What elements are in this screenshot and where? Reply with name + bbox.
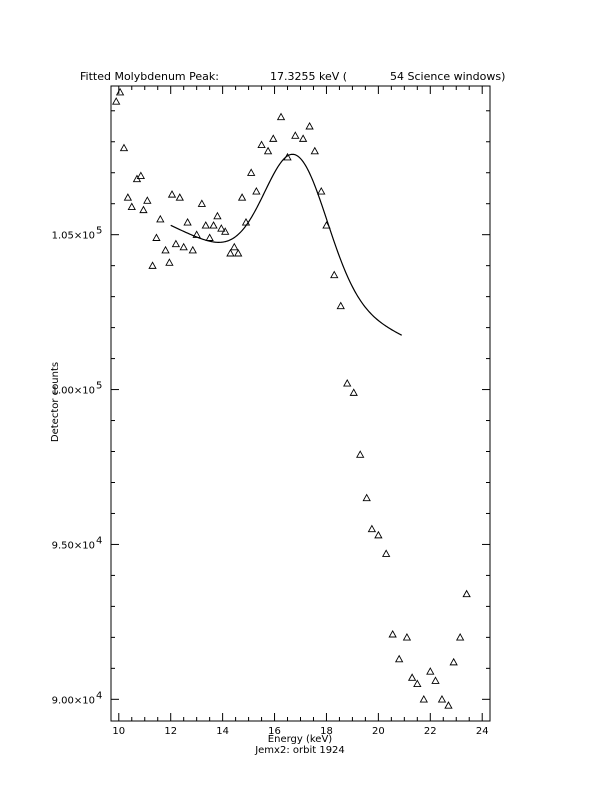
data-point-triangle [444,701,453,709]
data-point-triangle [402,633,412,641]
y-tick-label: 9.00×10 [52,695,95,706]
x-axis-sublabel: Jemx2: orbit 1924 [254,745,345,756]
data-point-triangle [201,221,210,229]
data-point-triangle [148,261,157,269]
data-point-triangle [230,242,239,251]
data-point-triangle [343,379,352,387]
x-tick-label: 16 [268,726,281,737]
data-point-triangle [143,196,152,204]
data-point-triangle [209,221,218,229]
data-point-triangle [336,301,345,310]
data-point-triangle [115,87,125,96]
data-point-triangle [252,186,261,195]
data-point-triangle [237,193,247,201]
data-point-triangle [298,134,308,142]
data-point-triangle [283,152,292,161]
data-point-triangle [455,633,465,641]
data-point-triangle [362,493,371,502]
y-tick-label-exponent: 5 [96,381,102,392]
data-point-triangle [197,199,207,207]
data-point-triangle [234,248,243,257]
data-point-triangle [388,629,397,638]
data-point-triangle [165,258,174,266]
data-points [112,87,471,709]
data-point-triangle [247,168,256,176]
x-tick-label: 24 [476,726,489,737]
chart-title-part1: Fitted Molybdenum Peak: [80,70,219,83]
data-point-triangle [183,217,192,226]
data-point-triangle [213,211,222,220]
x-axis-ticks [118,86,483,721]
data-point-triangle [291,131,300,139]
plot-frame [110,85,491,722]
data-point-triangle [367,524,377,533]
data-point-triangle [123,193,133,201]
x-axis-tick-labels: 10 12 14 16 18 20 22 24 [112,726,488,737]
data-point-triangle [152,233,161,241]
data-point-triangle [167,190,177,198]
chart-title: Fitted Molybdenum Peak: 17.3255 keV ( 54… [80,70,505,83]
data-point-triangle [305,121,314,130]
data-point-triangle [322,221,331,229]
data-point-triangle [263,146,273,155]
x-tick-label: 18 [320,726,333,737]
data-point-triangle [310,146,319,155]
data-point-triangle [257,140,266,149]
data-point-triangle [356,450,365,458]
data-point-triangle [226,248,235,257]
y-tick-label-exponent: 4 [96,535,102,546]
data-point-triangle [179,242,188,251]
data-point-triangle [221,227,230,235]
data-point-triangle [407,673,417,681]
data-point-triangle [317,186,326,195]
data-point-triangle [449,657,458,666]
y-tick-label: 9.50×10 [52,540,95,551]
data-point-triangle [188,245,197,254]
data-point-triangle [112,97,121,105]
x-axis-label: Energy (keV) [268,734,333,745]
data-point-triangle [426,667,435,675]
y-axis-tick-labels: 9.00×10 49.50×10 41.00×10 51.05×10 5 [52,226,103,707]
x-tick-label: 22 [424,726,437,737]
data-point-triangle [381,549,391,557]
data-point-triangle [269,134,278,142]
y-tick-label-exponent: 4 [96,690,102,701]
data-point-triangle [127,202,136,210]
data-point-triangle [171,239,181,248]
x-tick-label: 20 [372,726,385,737]
data-point-triangle [462,589,471,598]
data-point-triangle [161,245,170,254]
data-point-triangle [139,205,148,214]
x-tick-label: 12 [164,726,177,737]
data-point-triangle [156,214,165,223]
chart-title-part3: 54 Science windows) [390,70,505,83]
data-point-triangle [419,694,428,703]
x-tick-label: 10 [112,726,125,737]
y-tick-label: 1.00×10 [52,386,95,397]
x-tick-label: 14 [216,726,229,737]
data-point-triangle [217,224,226,232]
data-point-triangle [349,388,358,396]
data-point-triangle [119,143,129,152]
chart-title-part2: 17.3255 keV ( [270,70,347,83]
data-point-triangle [136,171,146,179]
y-axis-label: Detector counts [50,362,61,442]
data-point-triangle [205,233,214,241]
data-point-triangle [374,530,383,539]
y-tick-label-exponent: 5 [96,226,102,237]
y-axis-ticks [111,110,490,700]
y-tick-label: 1.05×10 [52,231,95,242]
fit-curve [170,153,403,336]
data-point-triangle [437,694,447,703]
data-point-triangle [330,270,339,279]
data-point-triangle [276,112,286,121]
data-point-triangle [413,679,422,687]
data-point-triangle [175,193,184,201]
data-point-triangle [431,676,440,684]
data-point-triangle [192,230,201,238]
data-point-triangle [241,217,251,226]
data-point-triangle [394,654,404,663]
